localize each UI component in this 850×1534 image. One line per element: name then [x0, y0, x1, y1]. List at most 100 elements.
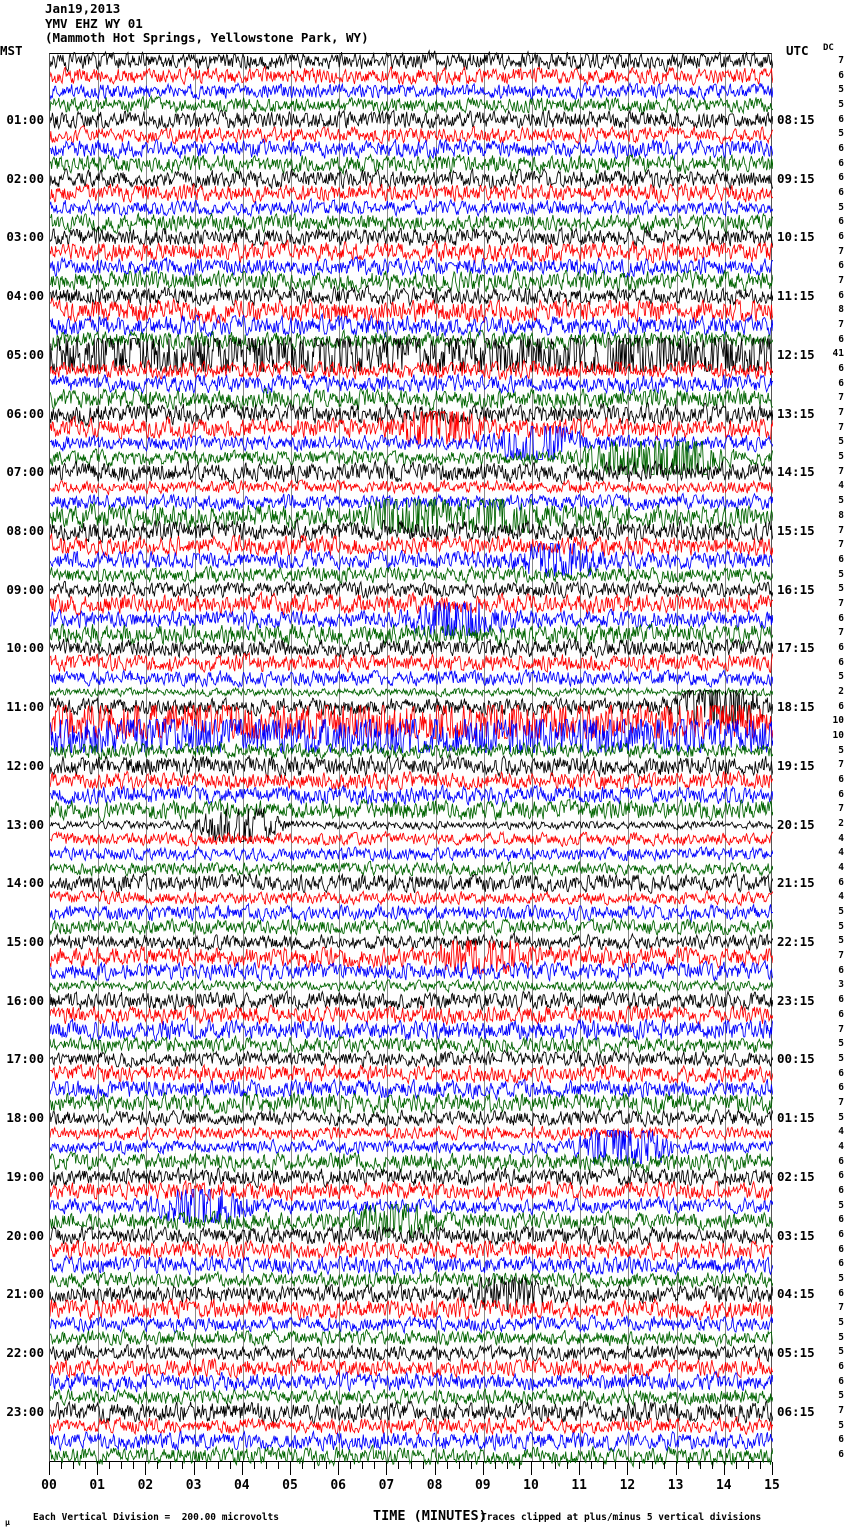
seismic-trace [50, 1292, 773, 1326]
seismic-trace [50, 279, 773, 313]
x-axis-tick [61, 1462, 63, 1469]
dc-value: 6 [838, 186, 844, 198]
utc-hour-label: 23:15 [777, 992, 815, 1008]
seismic-trace [50, 1321, 773, 1355]
minute-gridline [532, 54, 533, 1461]
seismic-trace [50, 558, 773, 592]
dc-value: 6 [838, 964, 844, 976]
dc-value: 6 [838, 333, 844, 345]
dc-value: 6 [838, 1067, 844, 1079]
x-axis-tick-label: 14 [715, 1478, 732, 1493]
dc-value: 5 [838, 84, 844, 96]
seismic-trace [50, 866, 773, 900]
utc-hour-label: 00:15 [777, 1051, 815, 1067]
x-axis-tick [314, 1462, 316, 1469]
seismic-trace [50, 294, 773, 328]
dc-value: 5 [838, 436, 844, 448]
x-axis-tick [579, 1462, 581, 1475]
dc-value: 7 [838, 245, 844, 257]
dc-value: 5 [838, 1111, 844, 1123]
seismic-trace [50, 59, 773, 93]
x-axis-tick-label: 01 [89, 1478, 106, 1493]
x-axis-tick [434, 1462, 436, 1475]
seismic-trace [50, 235, 773, 269]
dc-value: 8 [838, 509, 844, 521]
seismic-trace [50, 1380, 773, 1414]
dc-value: 7 [838, 1302, 844, 1314]
dc-value: 6 [838, 656, 844, 668]
x-axis-tick [362, 1462, 364, 1469]
x-axis-tick [506, 1462, 508, 1469]
seismic-trace [50, 397, 773, 431]
minute-gridline [580, 54, 582, 1461]
minute-gridline [483, 54, 485, 1461]
seismic-trace [50, 1336, 773, 1370]
seismic-trace [50, 778, 773, 812]
seismic-trace [50, 337, 773, 372]
seismic-trace [50, 807, 773, 842]
x-axis-tick [277, 1462, 279, 1469]
x-axis-tick [229, 1462, 231, 1469]
dc-column-label: DC [823, 43, 834, 53]
clip-note: Traces clipped at plus/minus 5 vertical … [481, 1512, 762, 1523]
helicorder-plot[interactable] [49, 49, 773, 1468]
dc-value: 6 [838, 700, 844, 712]
utc-axis-label: UTC [786, 43, 809, 58]
utc-hour-label: 08:15 [777, 112, 815, 128]
dc-value: 5 [838, 1199, 844, 1211]
seismic-trace [50, 1365, 773, 1399]
seismic-trace [50, 1145, 773, 1179]
x-axis-labels: 00 01 02 03 04 05 06 07 08 09 10 11 12 13 14 15 [0, 1478, 850, 1496]
dc-value: 5 [838, 1273, 844, 1285]
dc-value: 7 [838, 759, 844, 771]
x-axis-tick [290, 1462, 291, 1475]
dc-value: 7 [838, 539, 844, 551]
dc-value: 6 [838, 1361, 844, 1373]
seismic-trace [50, 1086, 773, 1120]
utc-hour-label: 12:15 [777, 346, 815, 362]
seismic-trace [50, 1204, 773, 1238]
seismic-trace [50, 147, 773, 181]
mst-hour-label: 20:00 [6, 1227, 44, 1243]
dc-value: 6 [838, 1214, 844, 1226]
dc-value: 41 [832, 348, 844, 360]
utc-hour-label: 01:15 [777, 1110, 815, 1126]
seismic-trace [50, 1130, 773, 1165]
dc-value: 6 [838, 1258, 844, 1270]
mst-hour-label: 16:00 [6, 992, 44, 1008]
x-axis-tick [711, 1462, 713, 1469]
seismic-trace [50, 573, 773, 607]
x-axis-tick [723, 1462, 725, 1475]
seismic-trace [50, 1424, 773, 1458]
utc-hour-label: 19:15 [777, 757, 815, 773]
seismic-trace [50, 837, 773, 871]
seismic-trace [50, 1307, 773, 1341]
x-axis-tick [241, 1462, 243, 1475]
seismic-trace [50, 103, 773, 137]
seismic-trace [50, 1277, 773, 1312]
mst-hour-label: 03:00 [6, 229, 44, 245]
seismic-trace [50, 1219, 773, 1253]
mst-hour-label: 17:00 [6, 1051, 44, 1067]
header-date: Jan19,2013 [45, 1, 121, 16]
dc-value: 7 [838, 274, 844, 286]
x-axis-tick-label: 08 [426, 1478, 443, 1493]
mst-hour-label: 21:00 [6, 1286, 44, 1302]
dc-value: 10 [832, 729, 844, 741]
x-axis-tick [253, 1462, 255, 1469]
seismic-trace [50, 1042, 773, 1076]
x-axis-tick [121, 1462, 123, 1469]
utc-hour-label: 10:15 [777, 229, 815, 245]
dc-value: 5 [838, 935, 844, 947]
dc-value: 6 [838, 553, 844, 565]
dc-value: 7 [838, 597, 844, 609]
seismic-trace [50, 1160, 773, 1194]
seismic-trace [50, 425, 773, 460]
seismic-trace [50, 1248, 773, 1282]
dc-value: 4 [838, 847, 844, 859]
seismic-trace [50, 1409, 773, 1443]
scale-note: Each Vertical Division = 200.00 microvol… [33, 1512, 279, 1523]
seismic-trace [50, 719, 773, 754]
seismic-trace [50, 822, 773, 856]
seismic-trace [50, 1013, 773, 1047]
